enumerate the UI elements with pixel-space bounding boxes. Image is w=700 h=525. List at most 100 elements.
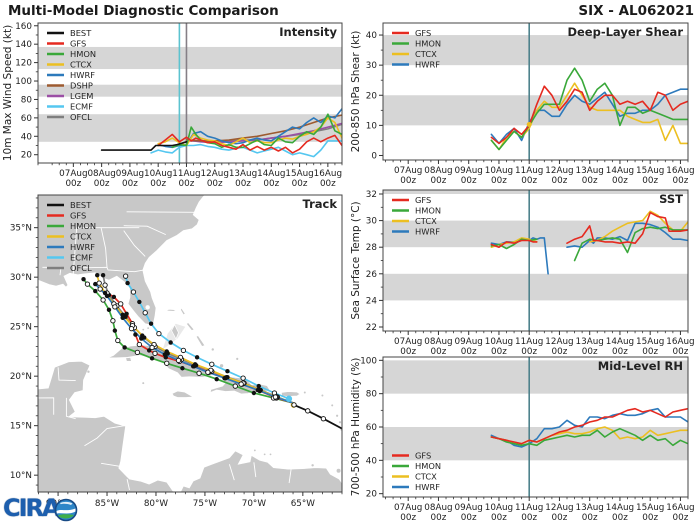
x-tick-sublabel: 00z [400,347,416,355]
sst-chart: 07Aug00z08Aug00z09Aug00z10Aug00z11Aug00z… [350,189,695,355]
x-tick-sublabel: 00z [491,347,507,355]
track-dot-open [128,325,135,332]
track-dot-filled [137,299,142,305]
legend-label-BEST: BEST [70,28,92,38]
landmass-abaco [180,307,186,316]
x-tick-label: 15Aug [636,337,664,347]
track-dot-open [122,273,129,279]
x-tick-sublabel: 00z [673,513,689,523]
y-tick-label: 26 [366,270,378,280]
track-dot-filled [168,340,173,345]
track-dot-filled [180,366,185,371]
track-dot-open [240,375,246,381]
track-map: 90°W85°W80°W75°W70°W65°W10°N15°N20°N25°N… [10,194,343,509]
lake [145,305,150,310]
track-dot-open [134,349,141,356]
x-tick-sublabel: 00z [673,176,689,186]
y-tick-label: 32 [366,190,377,200]
panel-label-sst: SST [659,192,683,206]
x-tick-sublabel: 00z [642,513,658,523]
landmass-andros [171,323,179,340]
plot-area-intensity [38,23,342,163]
ylabel-sst: Sea Surface Temp (°C) [350,201,362,319]
track-dot-filled [139,336,144,341]
x-tick-sublabel: 00z [582,347,598,355]
lat-tick-label: 30°N [10,273,32,283]
x-tick-label: 08Aug [424,166,452,176]
mid-level-rh-chart: 07Aug00z08Aug00z09Aug00z10Aug00z11Aug00z… [350,356,695,523]
legend-label-CTCX: CTCX [415,472,437,482]
x-tick-sublabel: 00z [552,176,568,186]
x-tick-sublabel: 00z [612,347,628,355]
series-GFS [157,133,342,154]
landmass-mexico-central-america [38,360,175,492]
x-tick-label: 16Aug [666,337,694,347]
series-BEST [100,141,188,151]
lat-tick-label: 15°N [10,422,32,432]
y-tick-label: 40 [366,31,378,41]
island-dot [311,464,314,467]
y-tick-label: 30 [366,217,378,227]
track-dot-open [97,286,103,292]
series-CTCX [157,117,342,147]
track-dot-filled [256,383,261,389]
x-tick-sublabel: 00z [431,176,447,186]
cira-logo-text: CIRA [3,494,61,522]
lat-tick-label: 35°N [10,224,32,234]
track-dot-filled [104,293,110,299]
x-tick-label: 07Aug [394,503,422,513]
island-dot [253,449,256,452]
best-dot-open [320,416,327,422]
shaded-band [38,46,342,70]
plot-area-rh [383,357,688,497]
landmass-grand-bahama [164,308,178,312]
legend-label-HWRF: HWRF [415,227,440,237]
legend-label-CTCX: CTCX [415,49,437,59]
x-tick-sublabel: 00z [491,176,507,186]
track-dot-open [149,344,155,351]
legend-label-HWRF: HWRF [70,242,95,252]
x-tick-sublabel: 00z [552,347,568,355]
lon-tick-label: 65°W [291,499,316,509]
panel-label-shear: Deep-Layer Shear [567,25,683,39]
x-tick-sublabel: 00z [65,179,81,189]
lat-tick-label: 10°N [10,471,32,481]
x-tick-label: 07Aug [59,169,87,179]
x-tick-sublabel: 00z [235,179,251,189]
x-tick-label: 15Aug [636,166,664,176]
track-dot-filled [125,280,130,286]
track-dot-filled [81,276,86,282]
x-tick-sublabel: 00z [552,513,568,523]
shaded-band [383,220,688,248]
legend-label-GFS: GFS [415,28,431,38]
track-dot-filled [122,345,127,350]
x-tick-label: 16Aug [314,169,342,179]
island-dot [236,357,239,360]
border-nic-cr [101,462,120,467]
x-tick-sublabel: 00z [491,513,507,523]
track-dot-open [115,337,121,344]
legend-label-GFS: GFS [70,39,86,49]
x-tick-label: 08Aug [87,169,115,179]
shaded-band [383,35,688,66]
island-dot [303,391,306,394]
track-ECMF [124,275,290,400]
x-tick-label: 09Aug [455,166,483,176]
plot-area-shear [383,23,688,160]
island-dot [263,453,266,456]
x-tick-sublabel: 00z [400,176,416,186]
legend-label-ECMF: ECMF [70,253,93,263]
intensity-chart: 07Aug00z08Aug00z09Aug00z10Aug00z11Aug00z… [2,22,343,189]
landmass-puerto-rico [280,391,301,397]
best-dot-open [291,402,297,408]
border-fl-ga [82,266,143,273]
island-dot [142,328,145,331]
x-tick-label: 08Aug [424,503,452,513]
track-dot-filled [133,332,138,337]
x-tick-label: 13Aug [576,337,604,347]
x-tick-label: 14Aug [257,169,285,179]
legend-label-HMON: HMON [415,206,441,216]
x-tick-sublabel: 00z [461,513,477,523]
ylabel-intensity: 10m Max Wind Speed (kt) [2,25,14,161]
